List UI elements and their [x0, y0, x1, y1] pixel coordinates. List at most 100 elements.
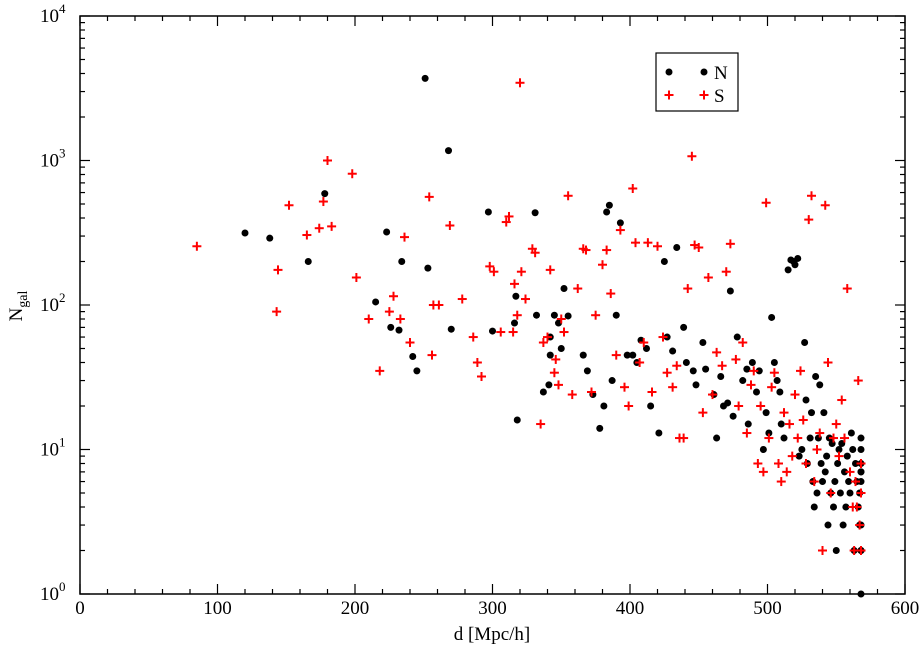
point-n — [744, 420, 752, 428]
point-s — [273, 265, 283, 275]
point-n — [489, 327, 496, 335]
point-s — [845, 467, 855, 477]
point-s — [628, 184, 638, 194]
point-s — [536, 419, 546, 429]
point-s — [314, 223, 324, 233]
point-s — [749, 366, 759, 376]
point-n — [857, 468, 865, 476]
point-n — [795, 452, 803, 460]
point-s — [611, 350, 621, 360]
y-tick-label: 102 — [40, 290, 66, 316]
point-s — [837, 395, 847, 405]
point-n — [717, 373, 725, 381]
point-n — [765, 429, 773, 437]
point-n — [816, 381, 824, 389]
point-n — [321, 190, 329, 198]
point-n — [836, 489, 844, 497]
point-s — [804, 215, 814, 225]
point-n — [372, 298, 380, 306]
point-n — [421, 74, 429, 82]
point-s — [591, 310, 601, 320]
point-s — [796, 366, 805, 376]
point-s — [501, 217, 511, 227]
point-s — [643, 238, 653, 248]
point-s — [551, 354, 561, 364]
point-s — [272, 307, 282, 317]
point-s — [851, 477, 860, 487]
point-n — [600, 402, 608, 410]
point-s — [581, 245, 591, 255]
point-s — [318, 197, 328, 207]
point-s — [375, 366, 385, 376]
legend-entry-s — [664, 90, 709, 100]
point-s — [742, 428, 752, 438]
point-s — [829, 433, 838, 443]
point-n — [784, 266, 792, 274]
point-s — [767, 382, 777, 392]
point-n — [762, 409, 770, 417]
point-s — [782, 467, 792, 477]
point-s — [776, 477, 786, 487]
point-s — [823, 358, 833, 368]
point-s — [856, 459, 866, 469]
point-n — [817, 460, 825, 468]
point-n — [512, 292, 520, 300]
point-n — [852, 460, 859, 468]
point-n — [702, 365, 710, 373]
point-s — [840, 433, 849, 443]
point-n — [770, 359, 778, 367]
point-s — [389, 291, 398, 301]
point-n — [847, 429, 855, 437]
point-n — [682, 359, 690, 367]
point-n — [733, 333, 741, 341]
point-s — [658, 332, 668, 342]
point-s — [769, 368, 779, 378]
point-n — [560, 285, 568, 293]
point-s — [793, 433, 803, 443]
point-s — [672, 361, 682, 371]
point-s — [812, 445, 822, 454]
point-s — [820, 200, 830, 210]
point-n — [533, 311, 540, 319]
point-s — [787, 451, 797, 461]
point-s — [631, 238, 640, 248]
point-n — [557, 344, 565, 352]
point-s — [602, 245, 612, 255]
point-s — [567, 390, 577, 400]
point-n — [791, 261, 799, 269]
point-s — [764, 433, 774, 443]
point-n — [583, 367, 591, 375]
point-n — [605, 201, 613, 209]
point-s — [424, 192, 434, 202]
point-s — [774, 459, 783, 469]
point-s — [510, 279, 519, 289]
point-s — [598, 260, 607, 270]
point-n — [857, 478, 865, 486]
point-n — [759, 446, 767, 453]
point-s — [457, 294, 467, 304]
point-n — [413, 367, 421, 375]
point-n — [629, 351, 637, 359]
y-tick-label: 104 — [40, 1, 66, 27]
point-n — [689, 367, 697, 375]
point-s — [384, 307, 394, 317]
point-s — [347, 169, 357, 179]
point-n — [387, 323, 395, 331]
point-s — [853, 376, 863, 386]
point-n — [726, 287, 734, 295]
point-n — [655, 429, 663, 437]
point-s — [852, 502, 862, 512]
point-n — [821, 468, 829, 476]
point-n — [395, 326, 403, 334]
point-s — [427, 350, 437, 360]
point-n — [612, 311, 620, 319]
point-s — [683, 284, 693, 294]
point-n — [743, 365, 751, 373]
point-n — [843, 452, 851, 460]
point-s — [738, 338, 748, 348]
point-n — [846, 489, 854, 497]
point-s — [512, 310, 522, 320]
point-n — [409, 353, 417, 361]
point-n — [831, 478, 839, 486]
point-s — [756, 401, 766, 411]
